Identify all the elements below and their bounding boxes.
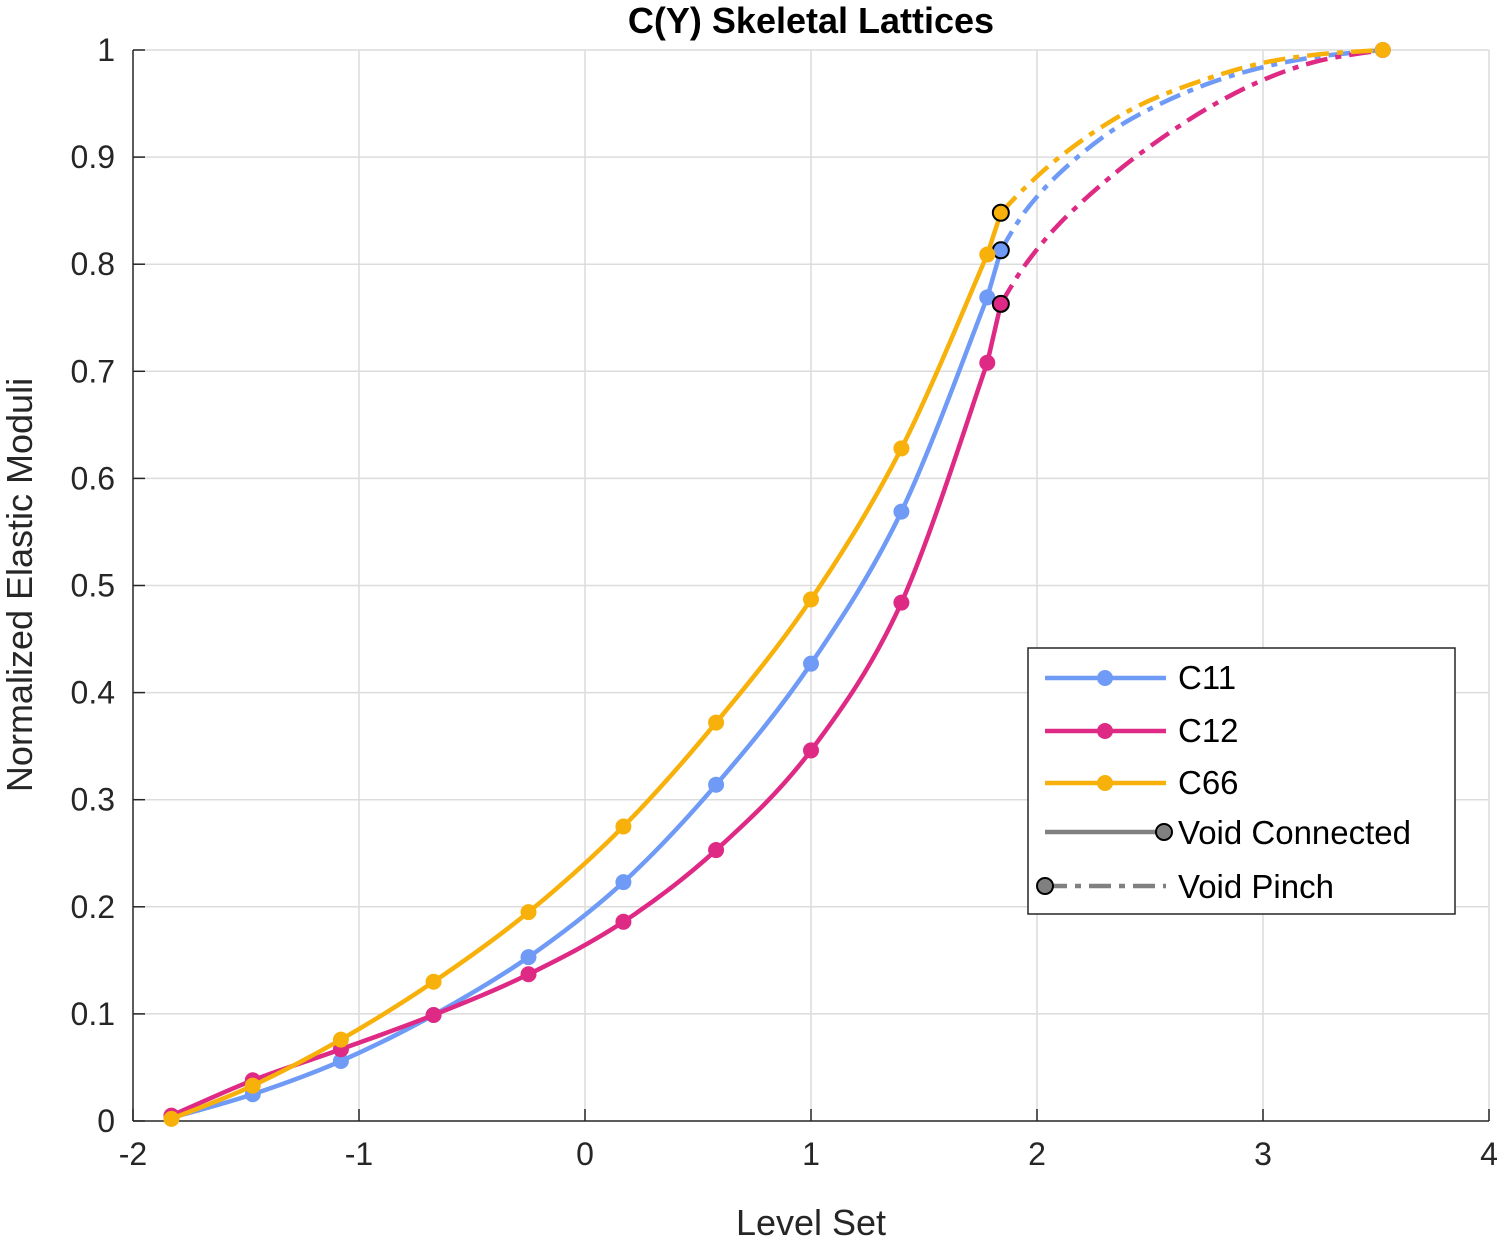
series-c12-point xyxy=(979,354,996,371)
series-c11-point xyxy=(893,503,910,520)
legend-marker-c12 xyxy=(1097,723,1113,739)
series-c11-point xyxy=(615,874,632,891)
series-c11-point xyxy=(979,289,996,306)
y-tick-label: 0.4 xyxy=(71,675,115,711)
series-c11-point xyxy=(520,949,537,966)
legend-marker-c11 xyxy=(1097,670,1113,686)
series-c66-point xyxy=(708,714,725,731)
y-tick-label: 0.8 xyxy=(71,246,115,282)
series-c12-pinch-line xyxy=(998,47,1384,306)
x-tick-label: 3 xyxy=(1254,1136,1272,1172)
series-c12-transition-line xyxy=(985,301,1004,365)
x-tick-labels: -2 -1 0 1 2 3 4 xyxy=(119,1136,1498,1172)
legend-label-c66: C66 xyxy=(1178,764,1239,801)
legend-marker-void-connected xyxy=(1155,823,1173,841)
series-c66-point xyxy=(332,1031,349,1048)
series-c12-point xyxy=(893,594,910,611)
series-c66-point xyxy=(163,1110,180,1127)
x-tick-label: 0 xyxy=(576,1136,594,1172)
legend-items xyxy=(1036,670,1173,895)
series-c11-point xyxy=(803,655,819,672)
y-tick-label: 1 xyxy=(97,32,115,68)
series-c66-point xyxy=(803,591,819,608)
x-tick-label: 2 xyxy=(1028,1136,1046,1172)
x-tick-label: -2 xyxy=(119,1136,147,1172)
y-tick-label: 0.3 xyxy=(71,782,115,818)
y-tick-label: 0.7 xyxy=(71,353,115,389)
series-c66-point xyxy=(979,246,996,263)
series-c12-point xyxy=(803,742,819,759)
series-c11-point xyxy=(332,1053,349,1070)
series-c66-point xyxy=(893,440,910,457)
legend-label-c12: C12 xyxy=(1178,712,1239,749)
legend-label-void-pinch: Void Pinch xyxy=(1178,868,1334,905)
x-tick-label: 4 xyxy=(1480,1136,1498,1172)
y-tick-labels: 0 0.1 0.2 0.3 0.4 0.5 0.6 0.7 0.8 0.9 1 xyxy=(71,32,115,1139)
series-c66 xyxy=(163,42,1391,1127)
y-tick-label: 0.1 xyxy=(71,996,115,1032)
series-c66-point xyxy=(615,818,632,835)
series-c11-pinch-point xyxy=(991,241,1010,260)
series-c11 xyxy=(163,42,1391,1126)
series-layer xyxy=(163,42,1391,1127)
series-c66-point xyxy=(244,1077,261,1094)
series-c66-pinch-point xyxy=(991,203,1010,222)
legend: C11 C12 C66 Void Connected Void Pinch xyxy=(1027,647,1456,915)
series-c11-pinch-line xyxy=(998,47,1384,252)
y-tick-label: 0.9 xyxy=(71,139,115,175)
series-c66-point xyxy=(425,973,442,990)
series-c12-pinch-point xyxy=(991,294,1010,313)
legend-marker-c66 xyxy=(1097,775,1113,791)
axes xyxy=(132,49,1490,1122)
x-tick-label: -1 xyxy=(345,1136,373,1172)
series-c66-point xyxy=(520,904,537,921)
legend-label-c11: C11 xyxy=(1178,659,1236,696)
y-tick-label: 0.5 xyxy=(71,568,115,604)
y-tick-label: 0 xyxy=(97,1103,115,1139)
legend-label-void-connected: Void Connected xyxy=(1178,814,1411,851)
y-tick-label: 0.2 xyxy=(71,889,115,925)
series-c12-point xyxy=(708,842,725,859)
chart-title: C(Y) Skeletal Lattices xyxy=(628,0,994,41)
series-c11-point xyxy=(708,776,725,793)
series-c66-end-point xyxy=(1374,42,1391,58)
series-c66-pinch-line xyxy=(999,47,1383,215)
series-c12-point xyxy=(615,913,632,930)
x-axis-label: Level Set xyxy=(736,1202,886,1243)
y-axis-label: Normalized Elastic Moduli xyxy=(0,378,40,792)
y-tick-label: 0.6 xyxy=(71,460,115,496)
legend-marker-void-pinch xyxy=(1036,877,1054,895)
series-c12-point xyxy=(520,966,537,983)
x-tick-label: 1 xyxy=(802,1136,820,1172)
series-c12-point xyxy=(425,1006,442,1023)
